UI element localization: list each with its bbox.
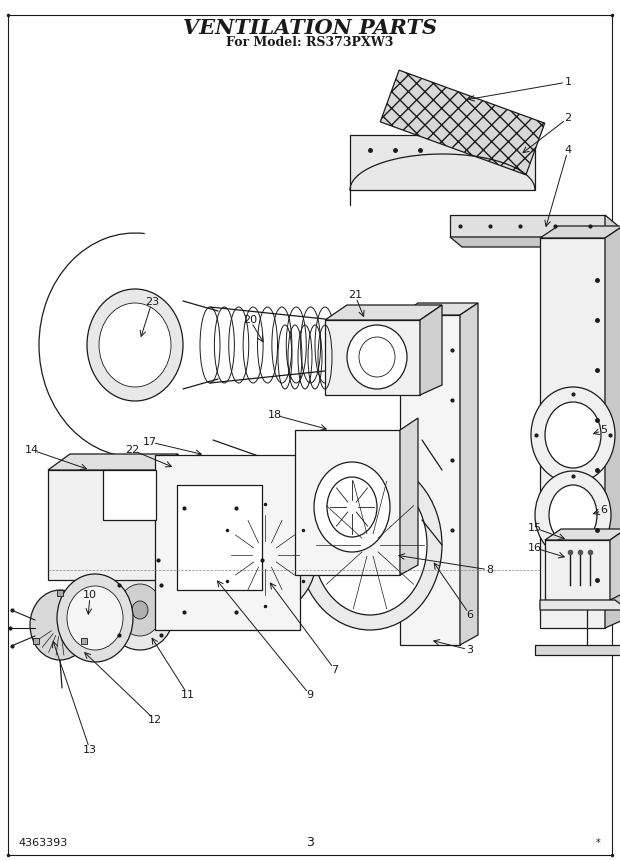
Ellipse shape: [67, 586, 123, 650]
Text: eReplacementParts.com: eReplacementParts.com: [234, 484, 386, 497]
Polygon shape: [325, 305, 442, 320]
Text: 13: 13: [83, 745, 97, 755]
Text: 3: 3: [466, 645, 474, 655]
Text: VENTILATION PARTS: VENTILATION PARTS: [183, 18, 437, 38]
Polygon shape: [400, 418, 418, 575]
Polygon shape: [535, 645, 620, 655]
Text: 6: 6: [466, 610, 474, 620]
Ellipse shape: [99, 303, 171, 387]
Ellipse shape: [535, 471, 611, 559]
Text: 23: 23: [145, 297, 159, 307]
Text: 11: 11: [181, 690, 195, 700]
Ellipse shape: [87, 289, 183, 401]
Ellipse shape: [57, 574, 133, 662]
Polygon shape: [350, 135, 535, 190]
Polygon shape: [540, 226, 620, 238]
Polygon shape: [420, 305, 442, 395]
Bar: [380, 70, 545, 175]
Ellipse shape: [213, 495, 317, 615]
Ellipse shape: [313, 475, 427, 615]
Text: 3: 3: [306, 837, 314, 850]
Polygon shape: [545, 529, 620, 540]
Text: 7: 7: [332, 665, 339, 675]
Polygon shape: [605, 226, 620, 628]
Ellipse shape: [265, 491, 315, 559]
Ellipse shape: [359, 337, 395, 377]
Text: 17: 17: [143, 437, 157, 447]
Ellipse shape: [347, 325, 407, 389]
Text: 8: 8: [487, 565, 494, 575]
Polygon shape: [48, 454, 178, 470]
Text: 18: 18: [268, 410, 282, 420]
Polygon shape: [177, 485, 262, 590]
Polygon shape: [325, 320, 420, 395]
Ellipse shape: [152, 494, 268, 626]
Text: 6: 6: [601, 505, 608, 515]
Ellipse shape: [30, 590, 90, 660]
Text: 10: 10: [83, 590, 97, 600]
Polygon shape: [450, 215, 605, 237]
Text: For Model: RS373PXW3: For Model: RS373PXW3: [226, 35, 394, 48]
Polygon shape: [460, 303, 478, 645]
Polygon shape: [605, 215, 617, 247]
Text: 4363393: 4363393: [18, 838, 67, 848]
Ellipse shape: [105, 570, 175, 650]
Ellipse shape: [118, 584, 162, 636]
Ellipse shape: [549, 485, 597, 545]
Ellipse shape: [250, 473, 330, 578]
Polygon shape: [156, 454, 178, 580]
Text: 9: 9: [306, 690, 314, 700]
Polygon shape: [450, 237, 617, 247]
Ellipse shape: [132, 601, 148, 619]
Polygon shape: [295, 430, 400, 575]
Text: 5: 5: [601, 425, 608, 435]
Text: 21: 21: [348, 290, 362, 300]
Text: 20: 20: [243, 315, 257, 325]
Text: 2: 2: [564, 113, 572, 123]
Polygon shape: [400, 303, 478, 315]
Ellipse shape: [253, 541, 277, 569]
Ellipse shape: [229, 513, 301, 597]
Polygon shape: [540, 238, 605, 628]
Polygon shape: [540, 600, 620, 610]
Text: *: *: [595, 838, 600, 848]
Polygon shape: [48, 470, 156, 580]
Polygon shape: [610, 529, 620, 600]
Polygon shape: [155, 455, 300, 630]
Ellipse shape: [545, 402, 601, 468]
Text: 15: 15: [528, 523, 542, 533]
Text: 22: 22: [125, 445, 139, 455]
Ellipse shape: [166, 509, 254, 611]
Polygon shape: [400, 315, 460, 645]
Text: 16: 16: [528, 543, 542, 553]
Polygon shape: [545, 540, 610, 600]
Ellipse shape: [314, 462, 390, 552]
Text: 12: 12: [148, 715, 162, 725]
Polygon shape: [103, 470, 156, 520]
Ellipse shape: [327, 477, 377, 537]
Ellipse shape: [531, 387, 615, 483]
Ellipse shape: [298, 460, 442, 630]
Text: 1: 1: [564, 77, 572, 87]
Text: 14: 14: [25, 445, 39, 455]
Text: 4: 4: [564, 145, 572, 155]
Ellipse shape: [195, 543, 225, 577]
